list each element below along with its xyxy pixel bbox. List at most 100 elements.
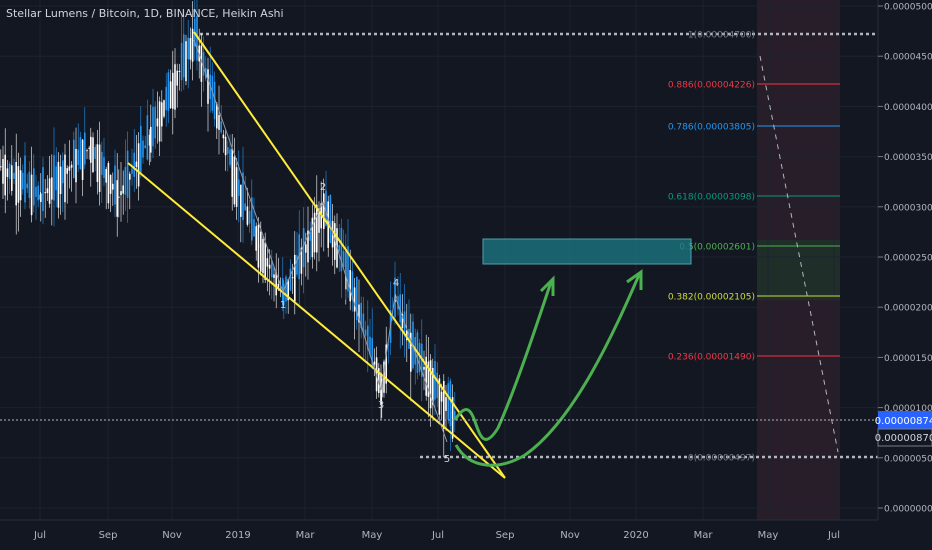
candle-body: [244, 203, 246, 211]
candle-body: [107, 163, 110, 204]
fib-label: 0(0.00000497): [688, 454, 755, 464]
y-axis-panel: [878, 0, 932, 550]
candle-body: [432, 367, 434, 405]
candle-body: [172, 72, 174, 109]
x-tick-label: May: [758, 530, 779, 541]
candle-body: [64, 154, 66, 203]
candle-body: [318, 208, 320, 233]
candle-body: [180, 42, 183, 81]
x-tick-label: Jul: [33, 530, 46, 541]
candle-body: [291, 277, 294, 279]
candle-body: [148, 134, 151, 146]
candle-body: [425, 356, 427, 396]
candle-body: [338, 245, 340, 252]
candle-body: [146, 115, 149, 160]
candle-body: [75, 148, 77, 183]
candle-body: [220, 121, 222, 133]
candle-body: [289, 268, 292, 291]
candle-body: [445, 397, 447, 411]
candle-body: [191, 28, 194, 62]
candle-body: [105, 169, 107, 183]
candle-body: [44, 192, 46, 194]
x-tick-label: Mar: [296, 530, 316, 541]
candle-body: [94, 146, 96, 159]
candle-body: [373, 361, 376, 365]
candle-body: [48, 178, 51, 204]
candle-body: [156, 118, 159, 127]
candle-body: [271, 260, 273, 278]
fib-label: 0.5(0.00002601): [679, 243, 755, 253]
candle-body: [11, 165, 13, 191]
candle-body: [150, 126, 152, 153]
projection-arrow-long: [454, 274, 641, 467]
candle-body: [98, 144, 101, 192]
candle-body: [385, 344, 387, 384]
candle-body: [287, 279, 289, 301]
candle-body: [169, 81, 172, 109]
candle-body: [440, 391, 443, 402]
candle-body: [238, 179, 240, 196]
candle-body: [378, 368, 380, 393]
candle-body: [46, 188, 49, 194]
fib-label: 0.382(0.00002105): [668, 293, 755, 303]
candle-body: [26, 183, 28, 189]
candle-body: [307, 230, 309, 263]
candle-body: [207, 69, 209, 104]
candle-body: [260, 232, 262, 272]
candle-body: [101, 151, 103, 175]
candle-body: [427, 361, 430, 397]
candle-body: [410, 332, 412, 372]
drawings: [127, 31, 839, 479]
candle-body: [296, 255, 298, 275]
candle-body: [309, 232, 311, 241]
wave-label: 3: [378, 400, 384, 411]
secondary-price-badge: [877, 428, 932, 447]
secondary-price-label: 0.00000870: [875, 433, 932, 444]
x-tick-label: Sep: [99, 530, 118, 541]
candle-body: [40, 193, 42, 203]
candle-body: [358, 304, 360, 323]
candle-body: [329, 194, 332, 243]
wave-label: 4: [393, 278, 399, 289]
candle-body: [185, 41, 187, 82]
candle-body: [438, 378, 441, 415]
candle-body: [4, 154, 6, 196]
candle-body: [451, 397, 454, 439]
candle-body: [116, 180, 118, 217]
candle-body: [347, 246, 349, 292]
candle-body: [240, 184, 242, 217]
candle-body: [17, 166, 20, 203]
candle-body: [55, 166, 57, 191]
candle-body: [66, 168, 68, 174]
candle-body: [68, 166, 71, 171]
x-tick-label: Jul: [431, 530, 444, 541]
candle-body: [367, 325, 369, 350]
candle-body: [436, 372, 438, 399]
x-axis-panel: [0, 520, 878, 550]
candle-body: [152, 106, 154, 147]
candle-body: [233, 156, 236, 205]
candle-body: [133, 152, 135, 177]
candle-body: [200, 45, 203, 82]
x-tick-label: 2019: [225, 530, 250, 541]
candle-body: [454, 411, 456, 419]
candle-body: [194, 30, 196, 40]
candle-body: [24, 155, 26, 203]
candle-body: [122, 185, 124, 194]
candle-body: [443, 380, 445, 429]
fib-label: 0.886(0.00004226): [668, 81, 755, 91]
candle-body: [103, 157, 105, 179]
candle-body: [351, 271, 354, 300]
candle-body: [224, 136, 227, 156]
candle-body: [268, 264, 271, 269]
candle-body: [51, 177, 53, 200]
candle-body: [183, 34, 185, 78]
